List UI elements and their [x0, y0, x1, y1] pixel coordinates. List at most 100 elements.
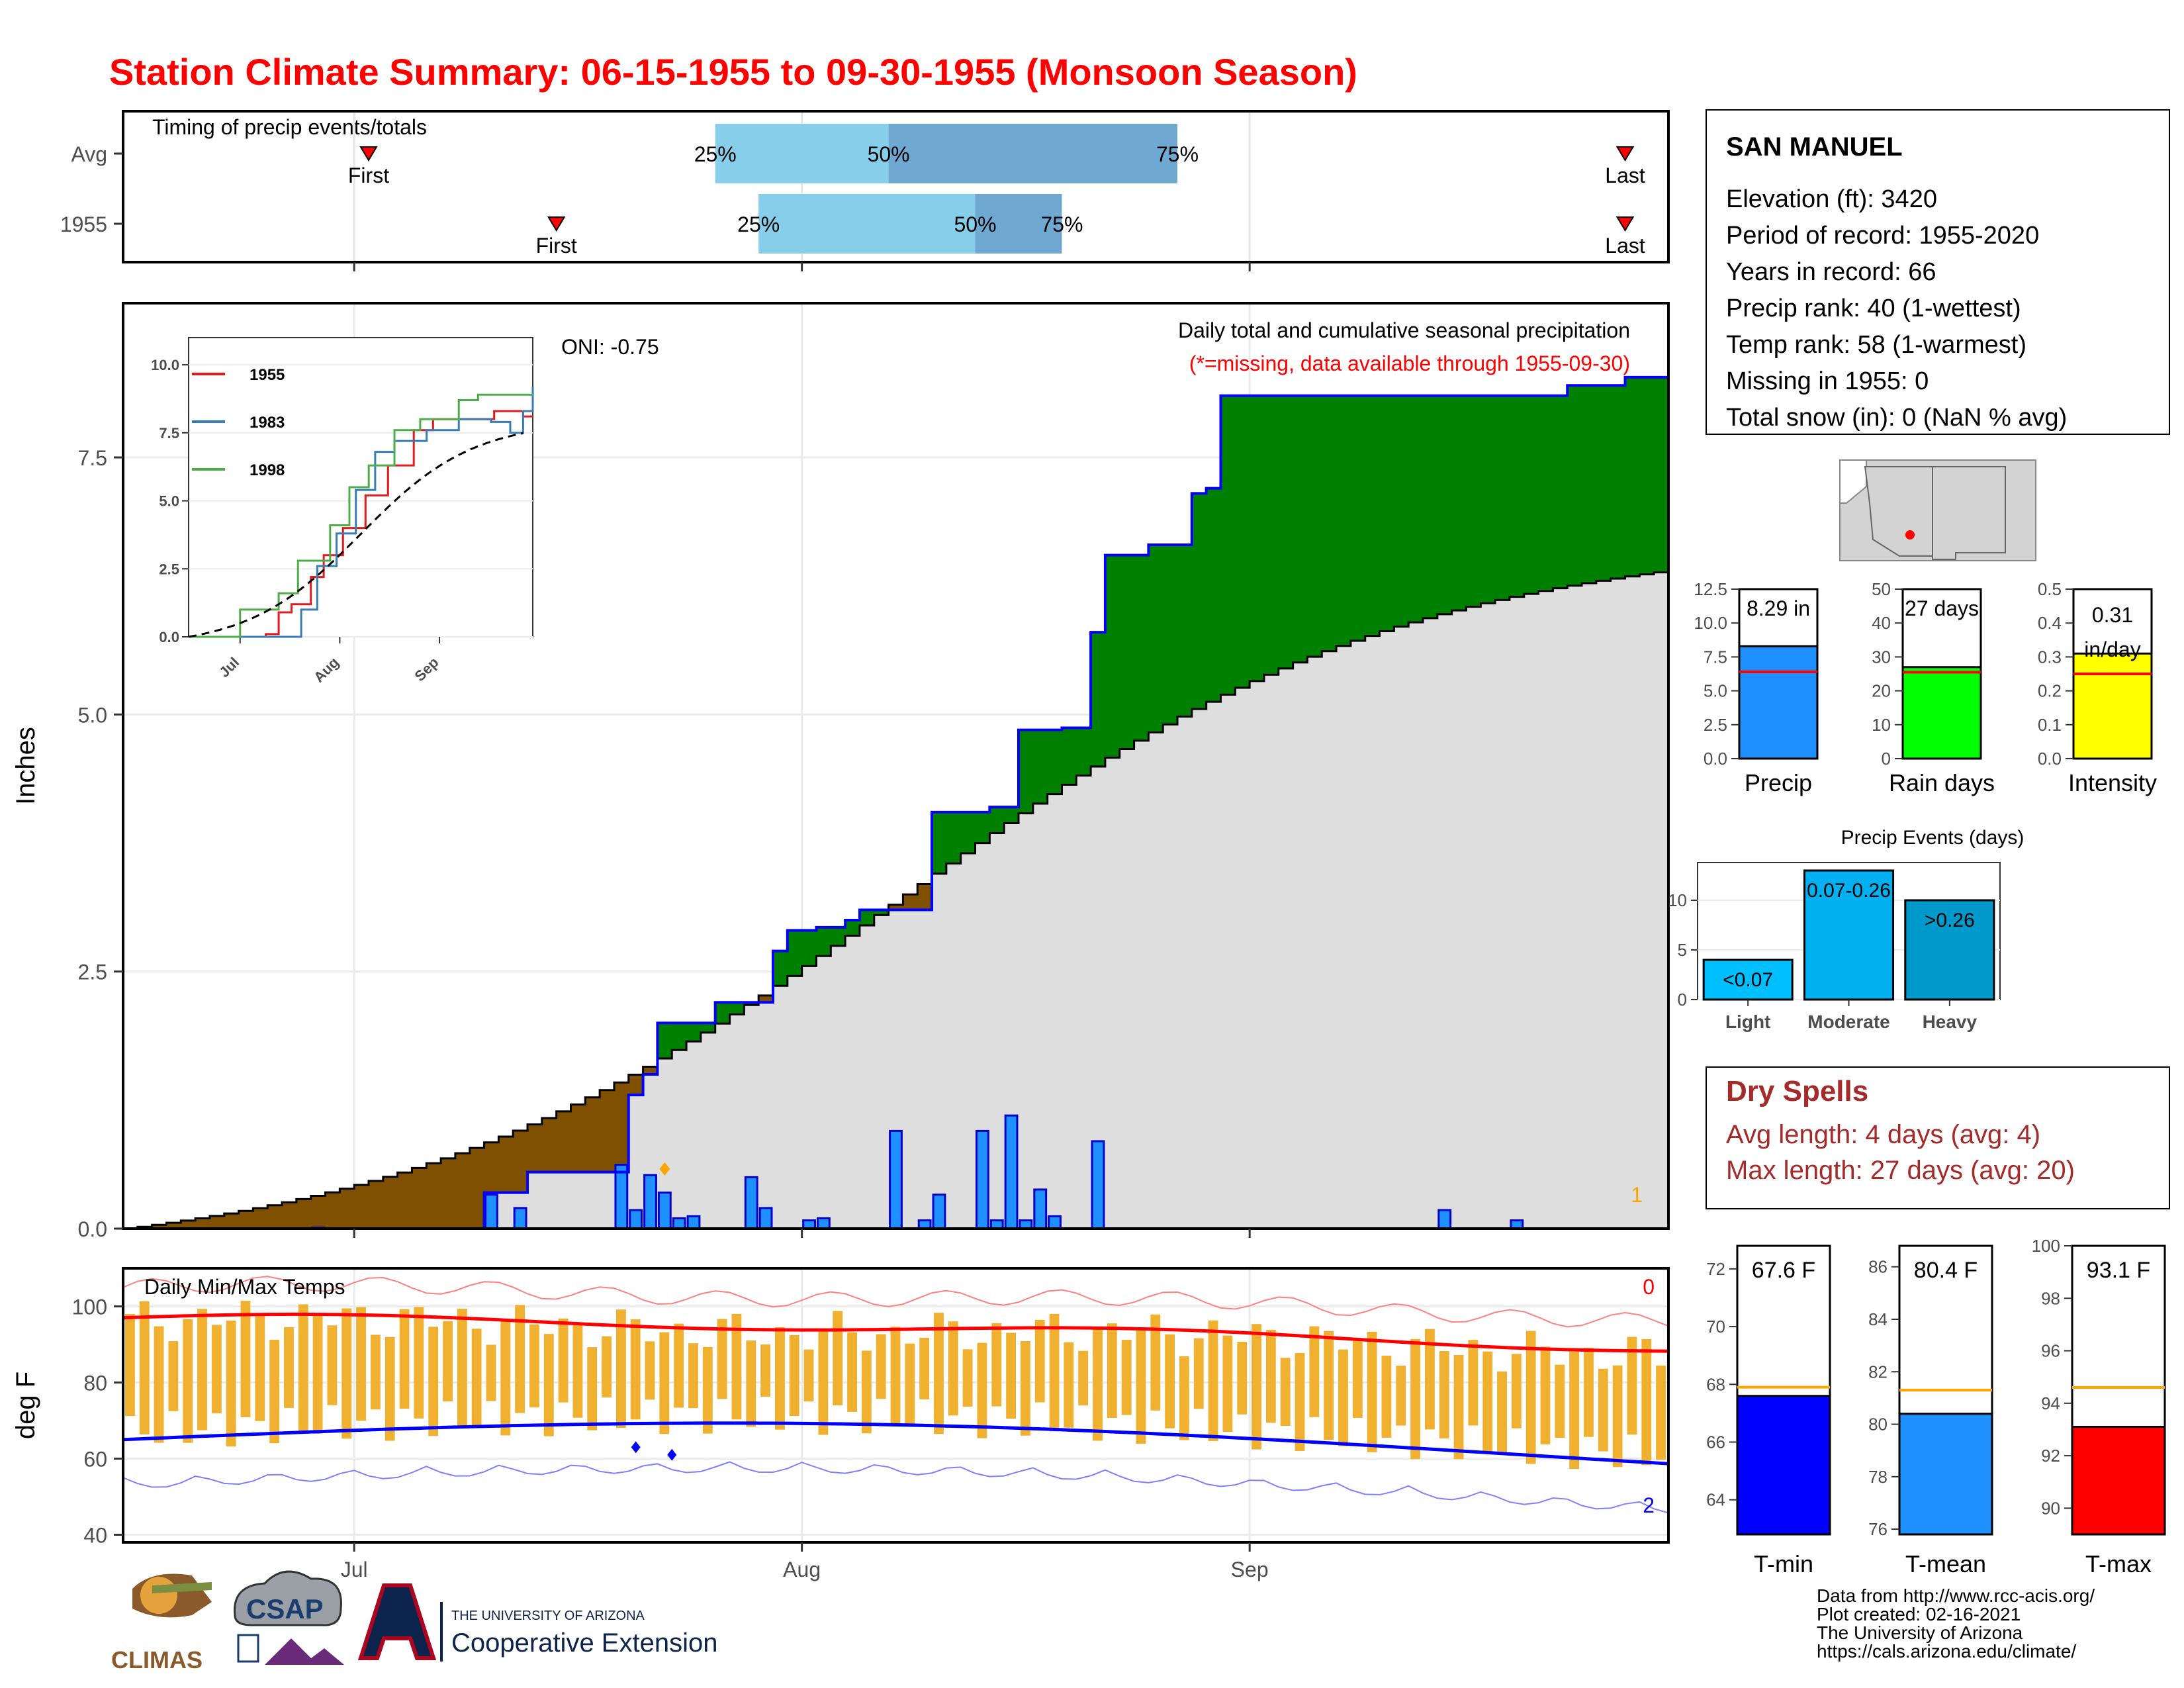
events-bar	[1803, 869, 1895, 1001]
csap-logo-text: CSAP	[246, 1593, 324, 1624]
daily-temp-range-bar	[298, 1304, 308, 1431]
climas-logo-text: CLIMAS	[111, 1646, 203, 1673]
timing-box-lower	[715, 124, 889, 183]
daily-precip-bar	[484, 1194, 498, 1230]
daily-temp-range-bar	[1208, 1320, 1218, 1441]
tmax-gauge-tick-label: 98	[2041, 1288, 2060, 1308]
daily-precip-bar	[1048, 1215, 1062, 1230]
daily-temp-range-bar	[948, 1321, 958, 1416]
rain_days-gauge-value: 27 days	[1905, 596, 1979, 620]
avg-cumulative-fill	[686, 1041, 702, 1229]
station-name: SAN MANUEL	[1726, 132, 1903, 162]
above-average-fill	[1119, 555, 1135, 749]
ua-big-text: Cooperative Extension	[451, 1628, 717, 1658]
daily-precip-bar	[932, 1194, 946, 1230]
above-average-fill	[1278, 395, 1294, 669]
ua-small-text: THE UNIVERSITY OF ARIZONA	[451, 1609, 645, 1623]
timing-p50-label: 50%	[954, 212, 996, 236]
daily-temp-range-bar	[486, 1344, 496, 1401]
above-average-fill	[1191, 493, 1207, 710]
daily-temp-range-bar	[1525, 1331, 1536, 1464]
daily-temp-range-bar	[1237, 1342, 1248, 1415]
daily-temp-range-bar	[1497, 1371, 1507, 1454]
inset-average-line	[188, 432, 523, 638]
tmax-gauge-label: T-max	[2085, 1550, 2152, 1577]
above-average-fill	[1538, 395, 1554, 591]
avg-cumulative-fill	[845, 935, 860, 1229]
daily-precip-bar	[744, 1176, 758, 1230]
daily-precip-bar	[672, 1217, 686, 1230]
intensity-gauge-tick-label: 0.5	[2038, 579, 2062, 599]
avg-tmax-line	[122, 1312, 1669, 1353]
daily-temp-range-bar	[572, 1324, 583, 1418]
above-average-fill	[1235, 395, 1250, 688]
above-average-fill	[1091, 632, 1106, 767]
map-california	[1839, 459, 1867, 504]
daily-temp-range-bar	[803, 1349, 814, 1402]
events-bar-range-label: <0.07	[1723, 969, 1773, 991]
above-average-fill	[1495, 395, 1510, 600]
daily-temp-range-bar	[312, 1315, 323, 1434]
daily-temp-range-bar	[1265, 1329, 1276, 1423]
below-average-fill	[441, 1158, 456, 1229]
above-average-fill	[1437, 395, 1453, 614]
events-bar	[1904, 899, 1995, 1001]
below-average-fill	[643, 1066, 659, 1074]
daily-temp-range-bar	[558, 1318, 569, 1403]
above-average-fill	[1263, 395, 1279, 675]
daily-temp-range-bar	[500, 1321, 511, 1436]
record-low-marker	[631, 1441, 641, 1454]
avg-cumulative-fill	[1177, 716, 1193, 1229]
above-average-fill	[1163, 545, 1178, 725]
below-average-fill	[238, 1211, 254, 1229]
station-info-line: Years in record: 66	[1726, 258, 1936, 286]
daily-temp-range-bar	[356, 1307, 366, 1421]
avg-cumulative-fill	[729, 1014, 745, 1229]
daily-temp-range-bar	[443, 1321, 453, 1402]
avg-cumulative-fill	[1466, 606, 1481, 1229]
daily-precip-bar	[1004, 1114, 1019, 1230]
avg-cumulative-fill	[1293, 662, 1308, 1229]
events-category-label: Moderate	[1807, 1011, 1889, 1032]
missing-marker	[659, 1162, 670, 1176]
daily-temp-range-bar	[1107, 1323, 1117, 1418]
daily-temp-range-bar	[529, 1324, 539, 1408]
daily-temp-range-bar	[1295, 1352, 1305, 1452]
above-average-fill	[1105, 555, 1120, 758]
avg-cumulative-fill	[1524, 594, 1539, 1229]
daily-temp-range-bar	[1064, 1342, 1074, 1428]
below-average-fill	[600, 1090, 615, 1172]
intensity-gauge-tick-label: 0.3	[2038, 647, 2062, 667]
rain_days-gauge-bar	[1901, 666, 1982, 760]
record-low-marker	[667, 1448, 677, 1461]
x-axis-tick-label: Sep	[1231, 1558, 1269, 1581]
tmean-gauge-tick-label: 80	[1868, 1415, 1888, 1434]
daily-temp-range-bar	[168, 1341, 179, 1411]
below-average-fill	[383, 1176, 398, 1229]
below-average-fill	[888, 904, 904, 910]
events-bar-range-label: >0.26	[1925, 910, 1975, 931]
daily-temp-range-bar	[1193, 1338, 1204, 1409]
daily-temp-range-bar	[1410, 1338, 1421, 1460]
above-average-fill	[1307, 395, 1322, 657]
above-average-fill	[729, 1002, 745, 1015]
above-average-fill	[1220, 395, 1236, 695]
above-average-fill	[831, 927, 846, 946]
below-average-fill	[166, 1223, 181, 1229]
station-info-box: SAN MANUEL Elevation (ft): 3420 Period of…	[1706, 109, 2170, 435]
below-average-fill	[917, 884, 933, 910]
avg-cumulative-fill	[1336, 645, 1351, 1229]
precip-gauge-tick-label: 2.5	[1704, 715, 1727, 735]
daily-temp-range-bar	[1439, 1351, 1449, 1438]
above-average-fill	[1480, 395, 1496, 604]
daily-temp-range-bar	[890, 1327, 901, 1425]
temp-y-tick-label: 60	[83, 1448, 107, 1472]
tmax-gauge-tick-label: 94	[2041, 1393, 2060, 1413]
avg-cumulative-fill	[1047, 794, 1063, 1229]
climas-logo: CLIMAS	[111, 1573, 212, 1673]
daily-temp-range-bar	[919, 1337, 930, 1399]
inset-y-tick-label: 2.5	[159, 561, 179, 577]
timing-last-label: Last	[1605, 164, 1645, 187]
above-average-fill	[960, 812, 976, 853]
timing-box-lower	[758, 194, 976, 254]
